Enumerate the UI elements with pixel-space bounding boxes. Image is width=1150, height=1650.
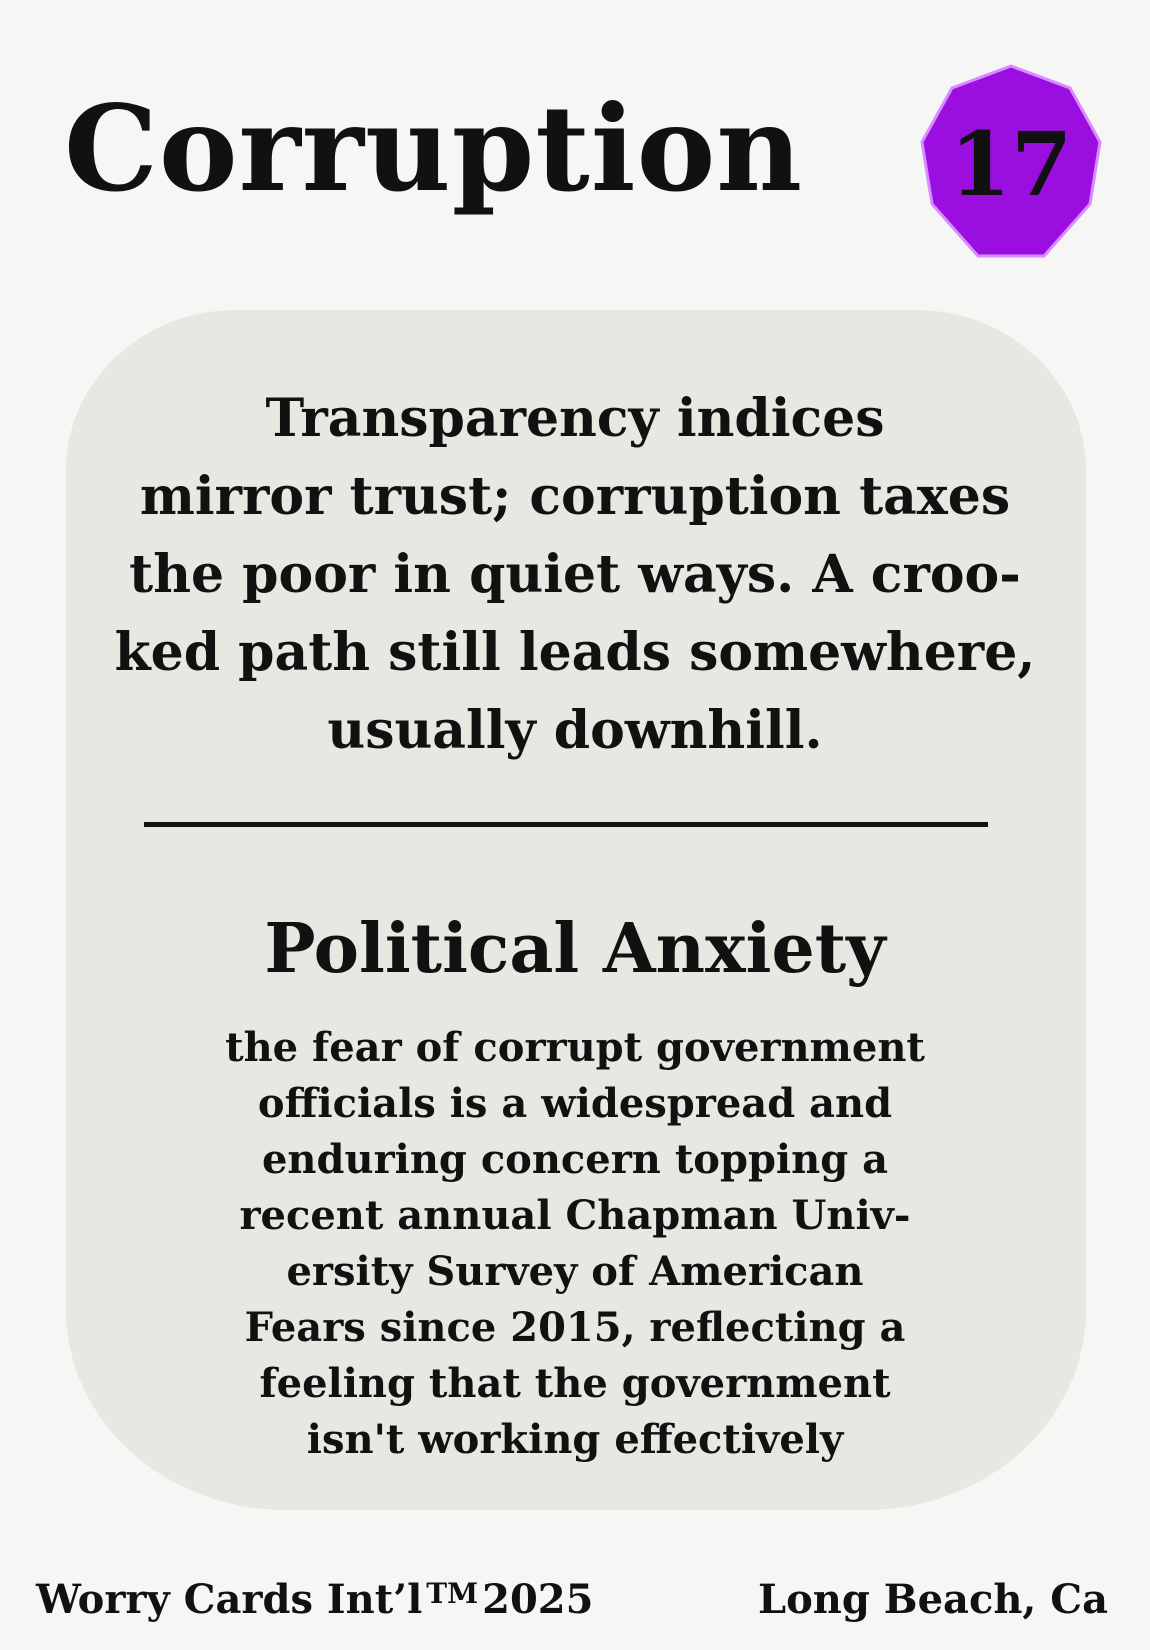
description-line: ersity Survey of American <box>286 1248 864 1295</box>
quote-line: Transparency indices <box>265 388 885 449</box>
quote-line: the poor in quiet ways. A croo- <box>129 544 1021 605</box>
trademark-symbol: TM <box>426 1577 479 1610</box>
description-line: enduring concern topping a <box>261 1136 888 1183</box>
nonagon-badge-icon <box>920 64 1102 258</box>
card-quote: Transparency indices mirror trust; corru… <box>90 380 1060 770</box>
card-subtitle: Political Anxiety <box>264 909 886 989</box>
content-panel <box>66 310 1086 1510</box>
quote-line: ked path still leads somewhere, <box>114 622 1036 683</box>
description-line: the fear of corrupt government <box>225 1024 925 1071</box>
footer-brand-name: Worry Cards Int’l <box>36 1576 423 1623</box>
footer-location: Long Beach, Ca <box>758 1576 1108 1623</box>
card-number: 17 <box>949 112 1073 216</box>
description-line: isn't working effectively <box>306 1416 844 1463</box>
divider <box>144 822 988 827</box>
footer-brand: Worry Cards Int’l TM 2025 <box>36 1580 593 1620</box>
description-line: feeling that the government <box>259 1360 891 1407</box>
quote-line: mirror trust; corruption taxes <box>139 466 1011 527</box>
description-line: recent annual Chapman Univ- <box>239 1192 911 1239</box>
footer-year: 2025 <box>482 1576 594 1623</box>
card-description: the fear of corrupt government officials… <box>200 1020 950 1468</box>
card-title: Corruption <box>64 79 804 218</box>
description-line: Fears since 2015, reflecting a <box>244 1304 906 1351</box>
quote-line: usually downhill. <box>327 700 823 761</box>
description-line: officials is a widespread and <box>257 1080 893 1127</box>
card-number-badge: 17 <box>918 62 1104 266</box>
